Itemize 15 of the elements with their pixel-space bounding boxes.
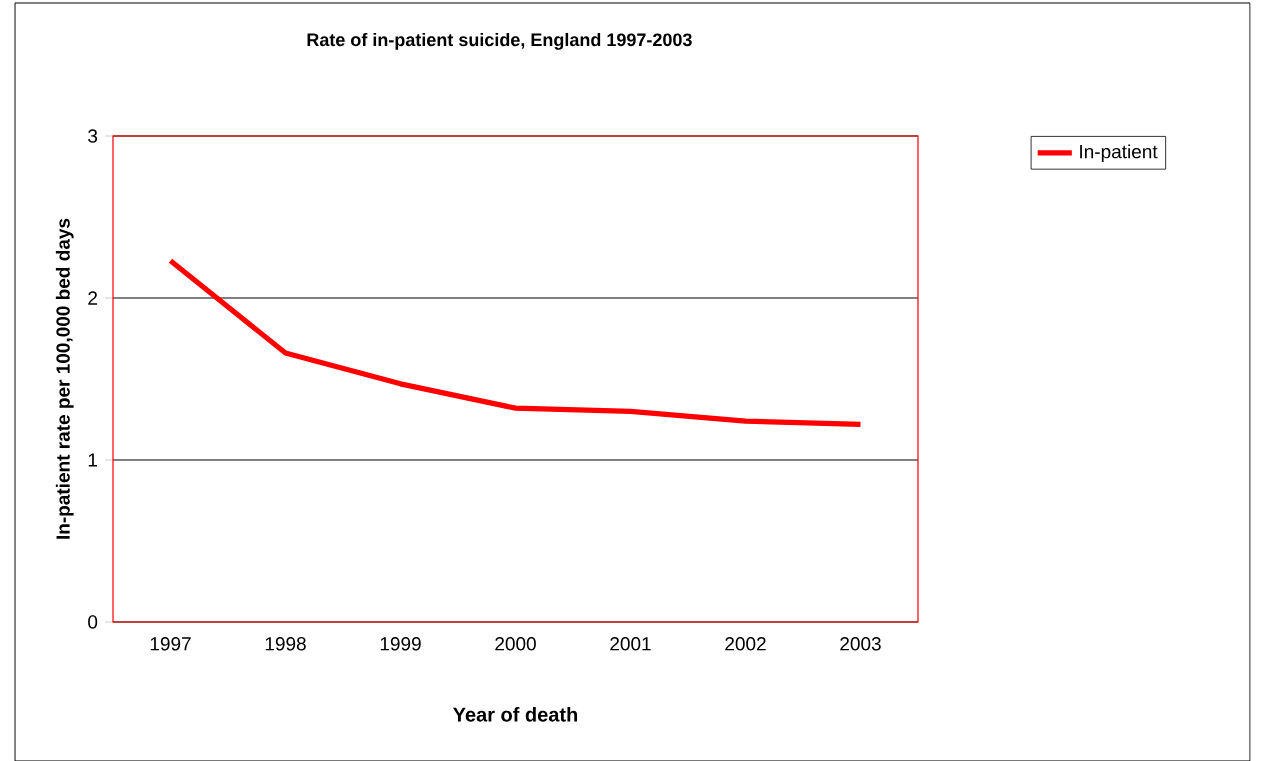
x-axis-title: Year of death <box>453 706 578 722</box>
y-tick-label: 2 <box>88 291 98 305</box>
x-tick-label: 2002 <box>725 636 766 651</box>
legend-label: In-patient <box>1080 144 1158 162</box>
x-tick-label: 2003 <box>840 636 881 651</box>
chart-title: Rate of in-patient suicide, England 1997-2003 <box>307 32 692 50</box>
x-tick-label: 1997 <box>150 636 191 651</box>
y-tick-label: 0 <box>88 615 98 629</box>
y-tick-label: 1 <box>88 453 98 467</box>
x-tick-label: 1999 <box>380 636 421 651</box>
y-tick-label: 3 <box>88 129 98 143</box>
x-tick-label: 1998 <box>265 636 306 651</box>
x-tick-label: 2000 <box>495 636 536 651</box>
y-axis-title: In-patient rate per 100,000 bed days <box>55 218 74 539</box>
x-tick-label: 2001 <box>610 636 651 651</box>
